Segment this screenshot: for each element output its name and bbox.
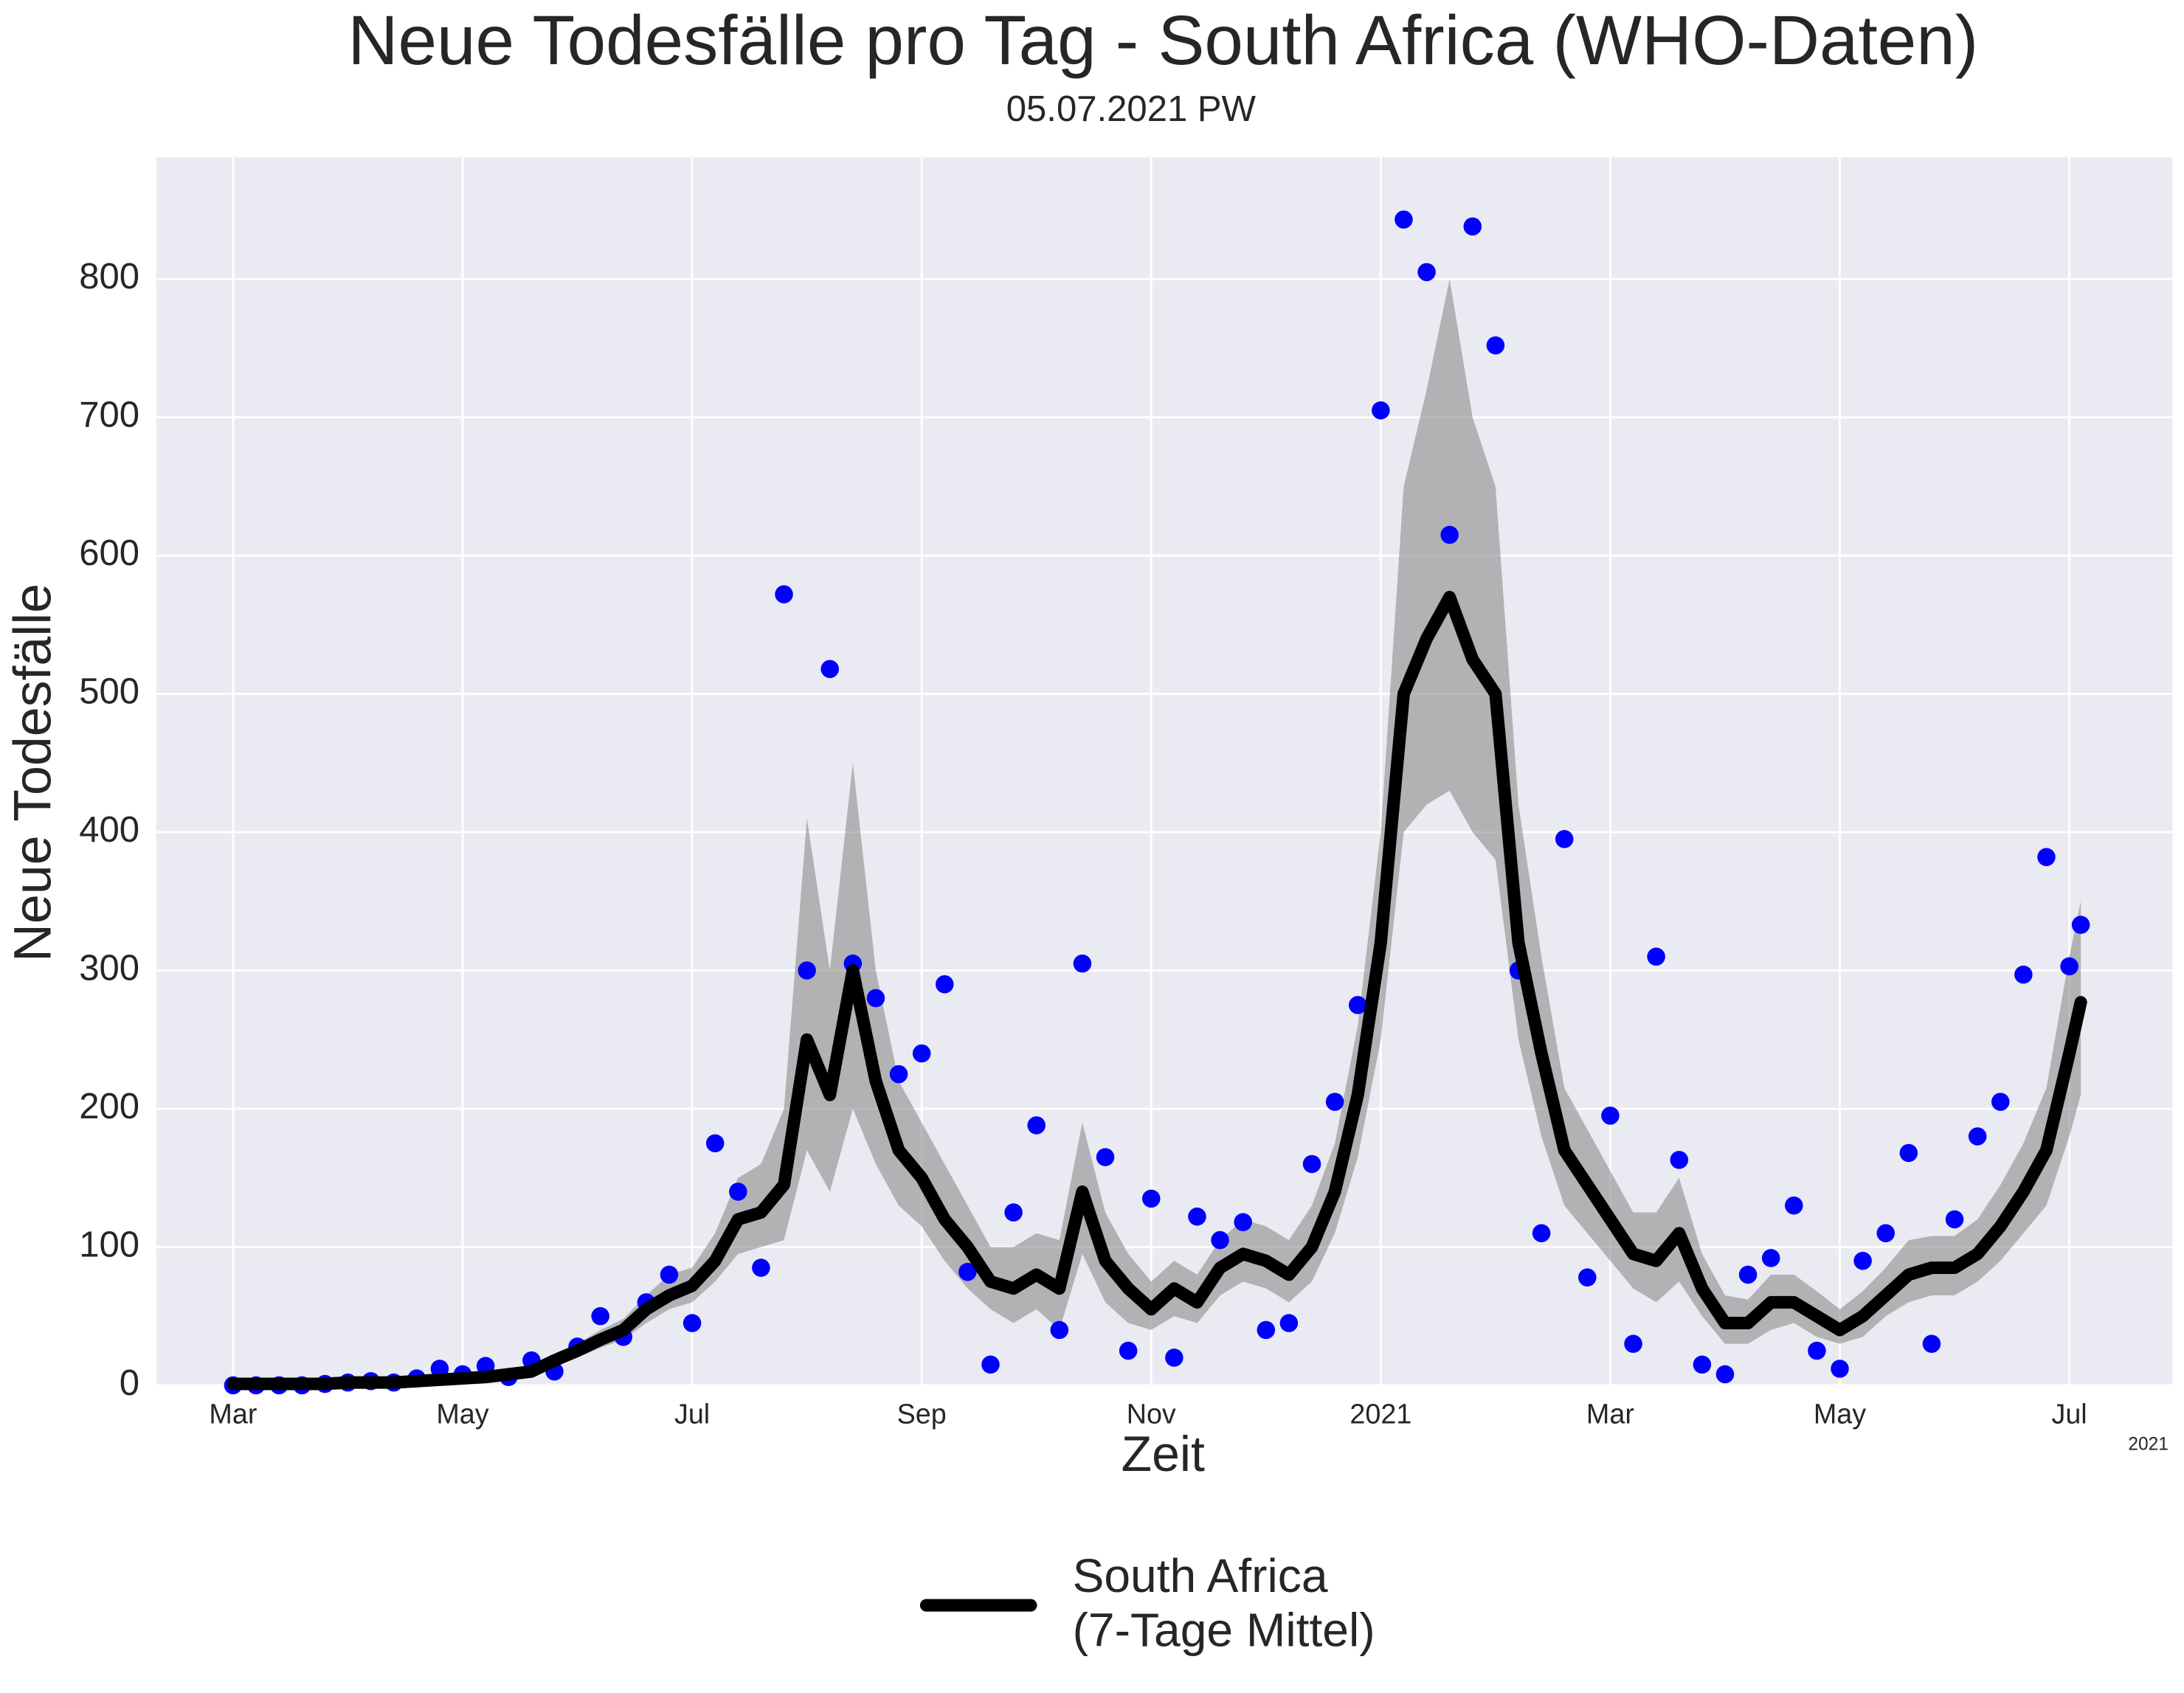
data-point <box>1004 1203 1023 1222</box>
data-point <box>682 1314 702 1332</box>
x-offset-label: 2021 <box>2128 1435 2169 1455</box>
data-point <box>752 1259 770 1277</box>
data-point <box>591 1306 609 1326</box>
data-point <box>660 1265 679 1284</box>
plot-background <box>156 157 2173 1385</box>
data-point <box>705 1134 725 1153</box>
marks <box>224 210 2090 1395</box>
legend-label: South Africa (7-Tage Mittel) <box>1073 1549 1375 1657</box>
data-point <box>1372 401 1390 420</box>
data-point <box>866 989 885 1008</box>
data-point <box>1624 1334 1642 1353</box>
data-point <box>1348 996 1367 1014</box>
data-point <box>1647 947 1665 966</box>
data-point <box>2014 965 2033 984</box>
data-point <box>1234 1213 1252 1231</box>
x-tick-label: Nov <box>1127 1398 1176 1429</box>
data-point <box>2037 848 2056 867</box>
x-axis-label: Zeit <box>1122 1426 1205 1482</box>
x-tick-label: May <box>436 1398 488 1429</box>
data-point <box>1165 1348 1183 1367</box>
data-point <box>2071 915 2090 934</box>
y-tick-label: 300 <box>79 948 139 988</box>
data-point <box>981 1355 1000 1374</box>
data-point <box>1141 1189 1161 1208</box>
data-point <box>1670 1151 1689 1169</box>
data-point <box>729 1183 747 1201</box>
data-point <box>1899 1143 1918 1163</box>
data-point <box>1211 1230 1229 1250</box>
mean-line <box>227 590 2087 1391</box>
data-point <box>1096 1148 1115 1166</box>
x-tick-label: May <box>1814 1398 1866 1429</box>
data-point <box>1831 1360 1849 1378</box>
y-tick-label: 500 <box>79 672 139 712</box>
x-tick-label: 2021 <box>1350 1398 1411 1429</box>
grid <box>156 157 2173 1387</box>
data-point <box>1027 1116 1046 1135</box>
data-point <box>889 1064 908 1084</box>
data-point <box>1876 1224 1895 1242</box>
data-point <box>1693 1355 1712 1374</box>
data-point <box>1325 1093 1344 1111</box>
data-point <box>1302 1154 1321 1174</box>
data-point <box>1601 1107 1620 1125</box>
data-point <box>1257 1320 1276 1340</box>
y-tick-label: 800 <box>79 257 139 297</box>
y-tick-label: 200 <box>79 1087 139 1126</box>
y-tick-label: 0 <box>120 1363 139 1403</box>
data-point <box>820 659 840 679</box>
data-point <box>1578 1268 1597 1287</box>
data-point <box>1738 1265 1758 1284</box>
data-point <box>1945 1210 1964 1229</box>
x-tick-label: Jul <box>2051 1398 2087 1429</box>
x-tick-label: Mar <box>1586 1398 1634 1429</box>
data-point <box>1532 1224 1551 1242</box>
y-tick-label: 700 <box>79 395 139 435</box>
data-point <box>1188 1207 1206 1226</box>
confidence-band <box>232 279 2081 1385</box>
data-point <box>912 1044 931 1063</box>
data-point <box>1808 1341 1826 1360</box>
data-point <box>1715 1365 1735 1384</box>
data-point <box>1119 1341 1138 1360</box>
data-point <box>1463 217 1482 236</box>
data-point <box>1991 1093 2010 1111</box>
data-point <box>958 1262 977 1281</box>
data-point <box>1050 1320 1069 1340</box>
chart-subtitle: 05.07.2021 PW <box>1006 89 1257 129</box>
y-axis-label: Neue Todesfälle <box>3 584 62 962</box>
data-point <box>1555 830 1574 848</box>
data-point <box>936 975 954 994</box>
data-point <box>1486 336 1505 355</box>
data-point <box>1440 525 1459 544</box>
y-tick-label: 100 <box>79 1225 139 1264</box>
x-tick-label: Jul <box>674 1398 710 1429</box>
data-point <box>2060 957 2078 976</box>
data-point <box>1417 263 1436 282</box>
data-point <box>1761 1249 1780 1267</box>
y-tick-label: 600 <box>79 533 139 573</box>
data-point <box>775 585 793 603</box>
data-point <box>1279 1314 1299 1332</box>
x-tick-label: Sep <box>897 1398 947 1429</box>
data-point <box>1073 954 1092 973</box>
labels: Neue Todesfälle pro Tag - South Africa (… <box>3 1 2169 1656</box>
x-tick-label: Mar <box>209 1398 257 1429</box>
data-point <box>1968 1127 1987 1146</box>
data-point <box>1785 1196 1803 1215</box>
data-point <box>1395 210 1413 229</box>
data-point <box>798 961 816 980</box>
y-tick-label: 400 <box>79 810 139 850</box>
chart-title: Neue Todesfälle pro Tag - South Africa (… <box>348 1 1978 79</box>
data-point <box>1853 1251 1872 1270</box>
data-point <box>1922 1334 1941 1353</box>
